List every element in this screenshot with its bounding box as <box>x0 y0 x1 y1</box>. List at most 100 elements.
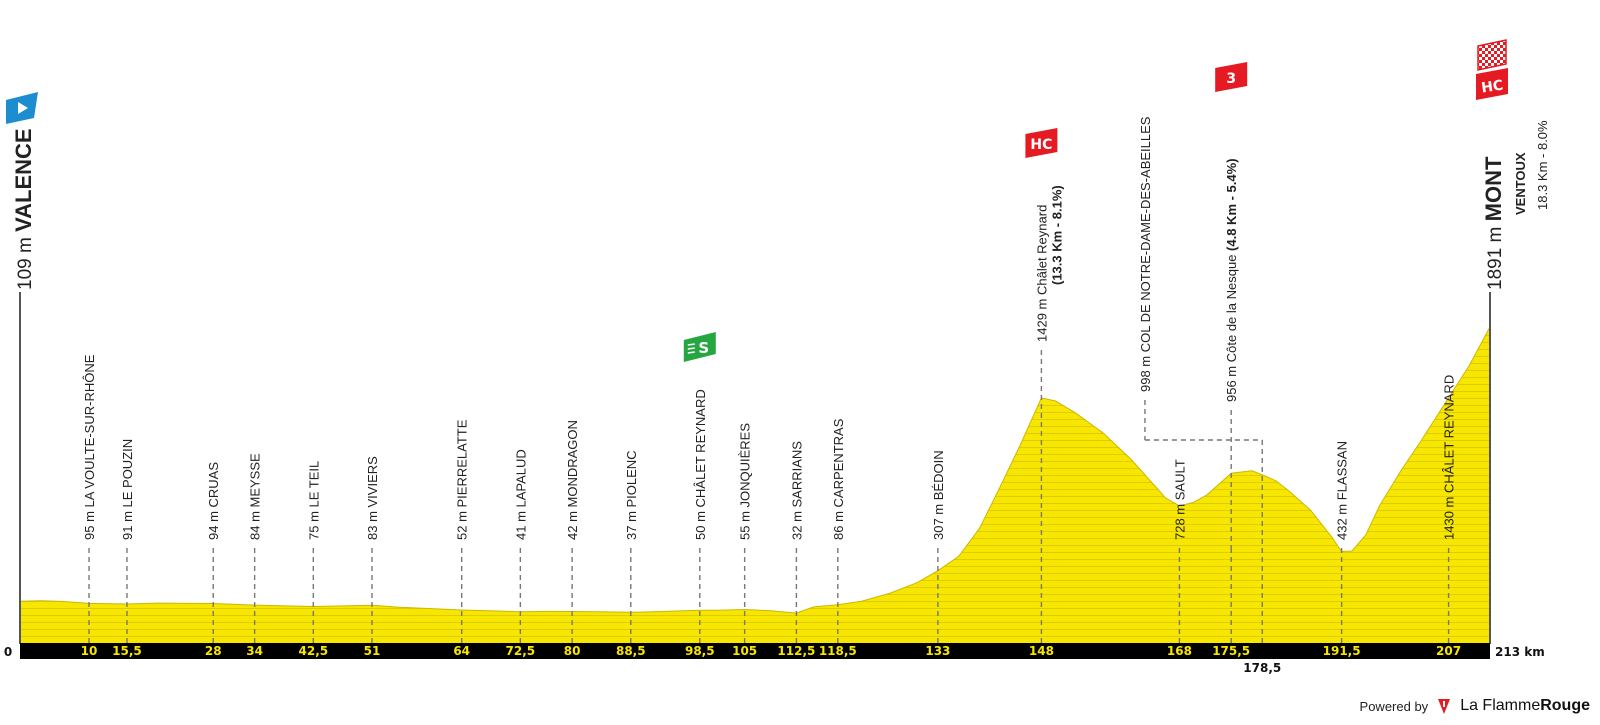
waypoint-markers: 95 m LA VOULTE-SUR-RHÔNE 91 m LE POUZIN 94… <box>82 62 1457 643</box>
speed-lines-icon <box>687 351 695 354</box>
waypoint-name: 94 m CRUAS <box>206 462 221 540</box>
waypoint-label: 83 m VIVIERS <box>365 456 380 540</box>
waypoint-name: 728 m SAULT <box>1172 459 1187 540</box>
waypoint-name: 83 m VIVIERS <box>365 456 380 540</box>
climb-stats: (4.8 Km - 5.4%) <box>1224 158 1239 254</box>
waypoint-label: 52 m PIERRELATTE <box>455 419 470 540</box>
play-icon <box>18 102 28 114</box>
waypoint-label: 32 m SARRIANS <box>789 441 804 540</box>
finish-marker: HC 1891 m MONT VENTOUX 18.3 Km - 8.0% <box>1476 39 1550 290</box>
waypoint-name: 86 m CARPENTRAS <box>831 418 846 540</box>
km-tick-label: 148 <box>1029 644 1054 658</box>
flame-logo-icon <box>1438 699 1451 714</box>
km-tick-label: 112,5 <box>777 644 815 658</box>
waypoint-label: 95 m LA VOULTE-SUR-RHÔNE <box>82 354 97 540</box>
waypoint-label: 1430 m CHÂLET REYNARD <box>1442 375 1457 540</box>
waypoint-label: 91 m LE POUZIN <box>120 439 135 540</box>
km-tick-labels: 10 15,5 28 34 42,5 51 64 72,5 80 88,5 98,5 105 112,5… <box>81 644 1461 658</box>
km-tick-label: 80 <box>564 644 581 658</box>
km-tick-label: 105 <box>732 644 757 658</box>
waypoint-label: 37 m PIOLENC <box>624 450 639 540</box>
hc-badge-finish-text: HC <box>1480 78 1504 97</box>
waypoint-name: 956 m Côte de la Nesque <box>1224 255 1239 402</box>
brand-name[interactable]: La FlammeRouge <box>1460 697 1590 715</box>
cat3-badge-text: 3 <box>1226 71 1236 87</box>
bracket-km-label: 178,5 <box>1243 661 1281 675</box>
km-tick-label: 15,5 <box>112 644 142 658</box>
km-tick-label: 88,5 <box>616 644 646 658</box>
km-tick-label: 28 <box>205 644 222 658</box>
waypoint-name: 307 m BÉDOIN <box>931 450 946 540</box>
waypoint-name: 84 m MEYSSE <box>248 453 263 540</box>
waypoint-label: 1429 m Châlet Reynard <box>1034 205 1049 342</box>
waypoint-label: 728 m SAULT <box>1172 459 1187 540</box>
col-bracket: 998 m COL DE NOTRE-DAME-DES-ABEILLES 178,… <box>1138 116 1281 675</box>
km-tick-label: 51 <box>364 644 381 658</box>
sprint-badge-icon <box>683 332 716 362</box>
climb-stats: (13.3 Km - 8.1%) <box>1049 185 1064 285</box>
km-tick-label: 207 <box>1436 644 1461 658</box>
waypoint-label: 432 m FLASSAN <box>1335 441 1350 540</box>
waypoint-label: 55 m JONQUIÈRES <box>738 423 753 540</box>
waypoint-name: 50 m CHÂLET REYNARD <box>693 389 708 540</box>
km-tick-label: 168 <box>1167 644 1192 658</box>
powered-by-text: Powered by <box>1359 698 1429 714</box>
waypoint-name: 1430 m CHÂLET REYNARD <box>1442 375 1457 540</box>
km-tick-label: 34 <box>246 644 263 658</box>
start-name: VALENCE <box>11 128 36 232</box>
distance-axis-bar <box>20 643 1490 659</box>
waypoint-name: 55 m JONQUIÈRES <box>738 423 753 540</box>
km-tick-label: 42,5 <box>299 644 329 658</box>
x-end-label: 213 km <box>1495 645 1545 659</box>
waypoint-name: 52 m PIERRELATTE <box>455 419 470 540</box>
km-tick-label: 72,5 <box>506 644 536 658</box>
waypoint-label: 75 m LE TEIL <box>306 461 321 540</box>
finish-name-line1: MONT <box>1481 156 1506 221</box>
waypoint-name: 75 m LE TEIL <box>306 461 321 540</box>
waypoint-name: 95 m LA VOULTE-SUR-RHÔNE <box>82 354 97 540</box>
sprint-badge-text: S <box>698 339 709 357</box>
bracket-waypoint-label: 998 m COL DE NOTRE-DAME-DES-ABEILLES <box>1138 116 1153 392</box>
waypoint-label: 86 m CARPENTRAS <box>831 418 846 540</box>
waypoint-name: 42 m MONDRAGON <box>565 420 580 540</box>
waypoint-name: 37 m PIOLENC <box>624 450 639 540</box>
waypoint-label: 84 m MEYSSE <box>248 453 263 540</box>
finish-climb-info: 18.3 Km - 8.0% <box>1535 120 1550 210</box>
brand-bold: Rouge <box>1540 697 1590 714</box>
km-tick-label: 118,5 <box>819 644 857 658</box>
finish-name-line2: VENTOUX <box>1513 152 1528 215</box>
waypoint-label: 42 m MONDRAGON <box>565 420 580 540</box>
start-marker: 109 m VALENCE <box>6 92 38 290</box>
km-tick-label: 175,5 <box>1212 644 1250 658</box>
hc-badge-text: HC <box>1030 137 1052 153</box>
waypoint-label: 94 m CRUAS <box>206 462 221 540</box>
speed-lines-icon <box>687 343 695 346</box>
finish-altitude: 1891 m <box>1485 227 1506 290</box>
cat3-badge-icon <box>1215 62 1248 92</box>
elevation-profile-line <box>19 326 1491 614</box>
waypoint-name: 91 m LE POUZIN <box>120 439 135 540</box>
waypoint-label: 956 m Côte de la Nesque (4.8 Km - 5.4%) <box>1224 158 1239 402</box>
brand-regular: La Flamme <box>1460 697 1541 714</box>
km-tick-label: 64 <box>453 644 470 658</box>
elevation-gridlines <box>20 326 1490 643</box>
km-tick-label: 10 <box>81 644 98 658</box>
km-tick-label: 133 <box>925 644 950 658</box>
hc-badge-icon <box>1025 128 1058 158</box>
start-altitude: 109 m <box>15 237 36 290</box>
x-start-label: 0 <box>4 645 12 659</box>
waypoint-name: 1429 m Châlet Reynard <box>1034 205 1049 342</box>
hc-badge-finish <box>1476 68 1508 100</box>
km-tick-label: 191,5 <box>1323 644 1361 658</box>
powered-by-footer: Powered by La FlammeRouge <box>1360 697 1590 715</box>
checkered-flag-icon <box>1477 39 1507 71</box>
waypoint-name: 41 m LAPALUD <box>513 449 528 540</box>
waypoint-name: 432 m FLASSAN <box>1335 441 1350 540</box>
waypoint-label: 41 m LAPALUD <box>513 449 528 540</box>
waypoint-label: 50 m CHÂLET REYNARD <box>693 389 708 540</box>
svg-text:1891 m MONT: 1891 m MONT <box>1481 156 1506 290</box>
waypoint-name: 32 m SARRIANS <box>789 441 804 540</box>
speed-lines-icon <box>687 347 695 350</box>
km-tick-label: 98,5 <box>685 644 715 658</box>
